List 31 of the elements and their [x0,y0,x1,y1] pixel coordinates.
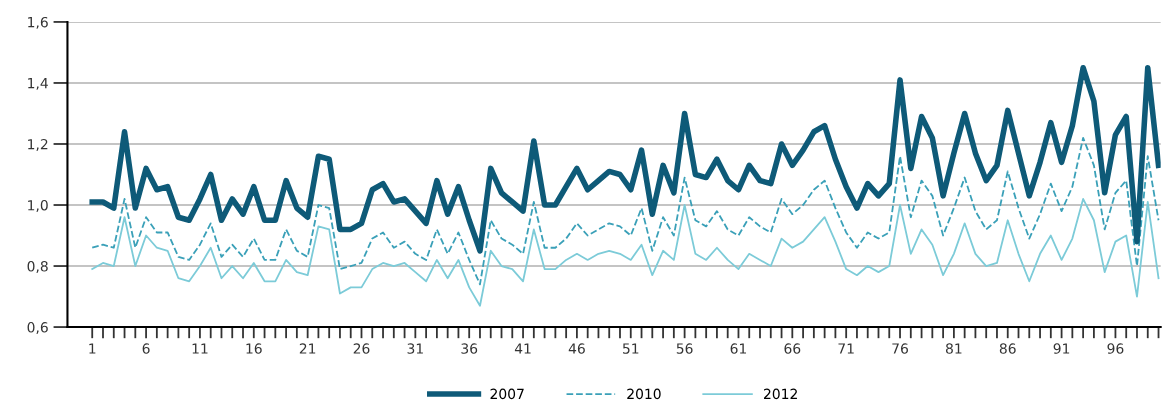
x-tick-label: 66 [784,343,801,354]
y-tick-label: 0,8 [27,261,48,273]
x-tick-label: 51 [622,343,639,354]
x-tick-label: 96 [1107,343,1124,354]
y-tick-label: 1,4 [28,78,48,90]
x-tick-label: 36 [461,343,478,354]
y-tick-label: 1,0 [28,199,48,212]
x-tick-label: 21 [299,343,316,354]
x-tick-label: 61 [730,343,747,354]
x-tick-label: 41 [514,343,531,354]
x-tick-label: 76 [892,343,908,354]
x-tick-label: 6 [142,343,150,354]
x-tick-label: 91 [1053,343,1070,354]
x-tick-label: 1 [89,343,96,354]
x-tick-label: 46 [568,343,585,354]
legend-label: 2012 [764,388,797,400]
line-series [91,136,1160,286]
legend-label: 2010 [627,388,661,400]
x-tick-label: 81 [945,343,962,354]
legend-label: 2007 [490,388,524,400]
y-tick-label: 0,6 [27,322,48,334]
x-tick-label: 11 [192,343,208,354]
y-tick-label: 1,6 [28,16,48,29]
x-tick-label: 26 [353,343,370,354]
x-tick-label: 31 [407,343,423,354]
x-tick-label: 71 [838,343,854,354]
x-tick-label: 86 [999,343,1016,354]
x-tick-label: 16 [246,343,262,354]
x-tick-label: 56 [676,343,693,354]
line-series [91,198,1160,307]
y-tick-label: 1,2 [28,138,48,151]
